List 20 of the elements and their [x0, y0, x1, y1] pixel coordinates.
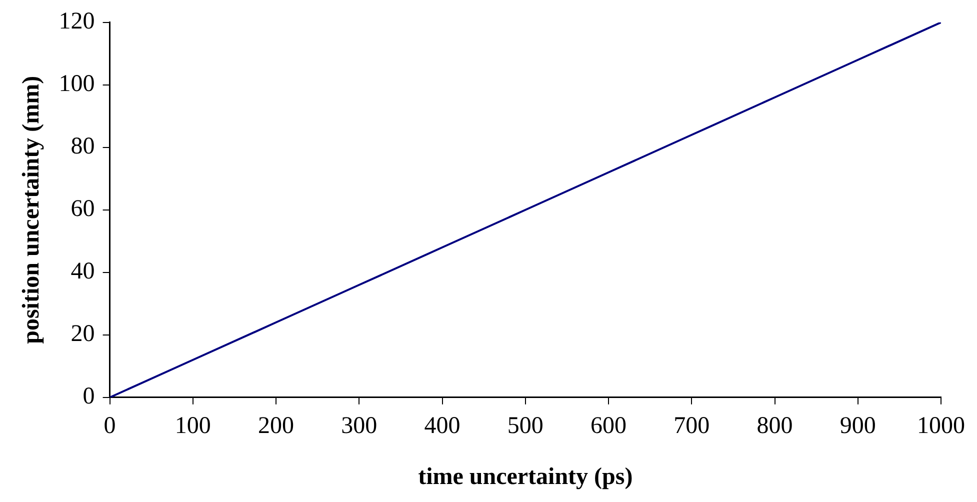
x-tick-label: 300 — [341, 413, 378, 440]
x-tick-label: 600 — [590, 413, 627, 440]
x-axis-title: time uncertainty (ps) — [418, 464, 633, 490]
x-tick-label: 0 — [104, 413, 116, 440]
x-tick-label: 700 — [674, 413, 710, 440]
x-tick-label: 400 — [424, 413, 460, 440]
y-tick-label: 60 — [70, 196, 95, 222]
y-tick-label: 20 — [70, 321, 95, 348]
y-tick-label: 0 — [82, 384, 95, 410]
x-tick-label: 100 — [174, 413, 211, 440]
x-tick-label: 200 — [258, 413, 294, 440]
x-tick-label: 900 — [840, 413, 876, 440]
y-axis-title: position uncertainty (mm) — [18, 76, 45, 344]
y-tick-label: 80 — [70, 134, 95, 160]
y-tick-label: 100 — [58, 71, 95, 98]
y-tick-label: 40 — [70, 258, 95, 285]
y-tick-label: 120 — [58, 8, 95, 35]
x-tick-label: 1000 — [917, 413, 965, 440]
x-tick-label: 500 — [507, 413, 544, 440]
x-tick-label: 800 — [756, 413, 793, 440]
